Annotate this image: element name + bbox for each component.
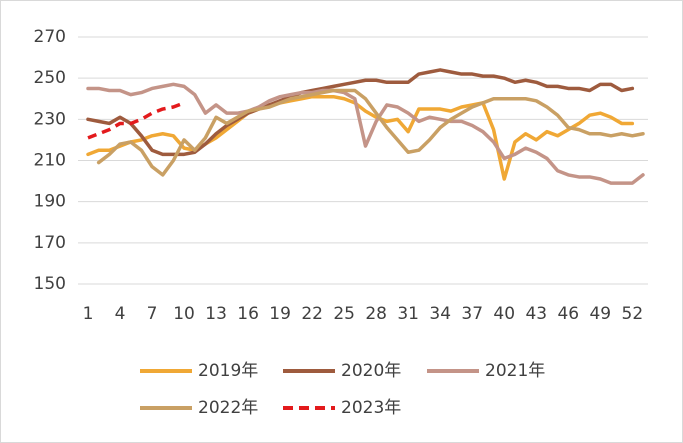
x-tick-label: 52 — [622, 304, 644, 324]
x-tick-label: 1 — [83, 304, 94, 324]
series-line — [86, 94, 635, 181]
y-tick-label: 270 — [34, 27, 66, 47]
y-tick-label: 150 — [34, 274, 66, 294]
x-tick-label: 7 — [147, 304, 158, 324]
y-tick-label: 210 — [34, 151, 66, 171]
x-tick-label: 28 — [365, 304, 387, 324]
x-tick-label: 43 — [525, 304, 547, 324]
y-tick-label: 170 — [34, 233, 66, 253]
x-tick-label: 46 — [557, 304, 579, 324]
x-tick-label: 37 — [461, 304, 483, 324]
series-line — [86, 82, 645, 185]
x-tick-label: 4 — [115, 304, 126, 324]
x-tick-label: 25 — [333, 304, 355, 324]
x-tick-label: 10 — [173, 304, 195, 324]
legend-label: 2019年 — [198, 361, 258, 381]
y-tick-label: 190 — [34, 192, 66, 212]
x-tick-label: 16 — [237, 304, 259, 324]
x-tick-label: 22 — [301, 304, 323, 324]
legend-label: 2023年 — [341, 398, 401, 418]
x-tick-label: 13 — [205, 304, 227, 324]
x-tick-label: 40 — [493, 304, 515, 324]
x-tick-label: 34 — [429, 304, 451, 324]
y-tick-label: 230 — [34, 109, 66, 129]
legend-label: 2020年 — [341, 361, 401, 381]
x-tick-label: 31 — [397, 304, 419, 324]
x-tick-label: 49 — [589, 304, 611, 324]
series-line — [87, 101, 185, 140]
x-tick-label: 19 — [269, 304, 291, 324]
series-line — [86, 68, 635, 157]
y-tick-label: 250 — [34, 68, 66, 88]
series-line — [96, 88, 645, 177]
legend-label: 2021年 — [485, 361, 545, 381]
legend-label: 2022年 — [198, 398, 258, 418]
